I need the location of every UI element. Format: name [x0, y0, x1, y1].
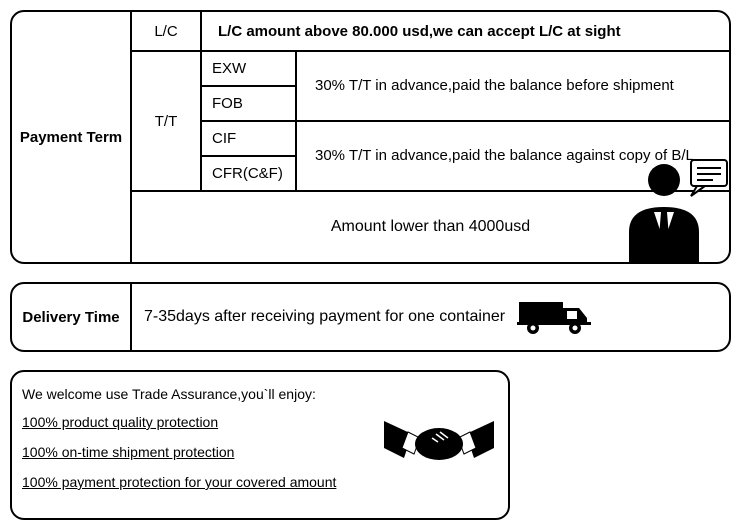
tt-condition-1: 30% T/T in advance,paid the balance befo…	[297, 52, 729, 122]
mode-exw: EXW	[202, 52, 297, 87]
delivery-time-label: Delivery Time	[12, 284, 132, 350]
delivery-time-value: 7-35days after receiving payment for one…	[144, 308, 505, 326]
mode-cif: CIF	[202, 122, 297, 157]
handshake-icon	[384, 386, 494, 486]
tt-name: T/T	[132, 52, 202, 192]
delivery-time-text: 7-35days after receiving payment for one…	[132, 284, 729, 350]
payment-term-label: Payment Term	[12, 12, 132, 262]
lc-condition: L/C amount above 80.000 usd,we can accep…	[202, 12, 729, 52]
businessman-icon	[609, 152, 729, 262]
truck-icon	[517, 298, 597, 336]
trade-assurance-box: We welcome use Trade Assurance,you`ll en…	[10, 370, 510, 520]
delivery-time-box: Delivery Time 7-35days after receiving p…	[10, 282, 731, 352]
amount-lower-label: Amount lower than 4000usd	[331, 218, 530, 236]
payment-term-box: Payment Term L/C L/C amount above 80.000…	[10, 10, 731, 264]
lc-name: L/C	[132, 12, 202, 52]
mode-fob: FOB	[202, 87, 297, 122]
mode-cfr: CFR(C&F)	[202, 157, 297, 190]
